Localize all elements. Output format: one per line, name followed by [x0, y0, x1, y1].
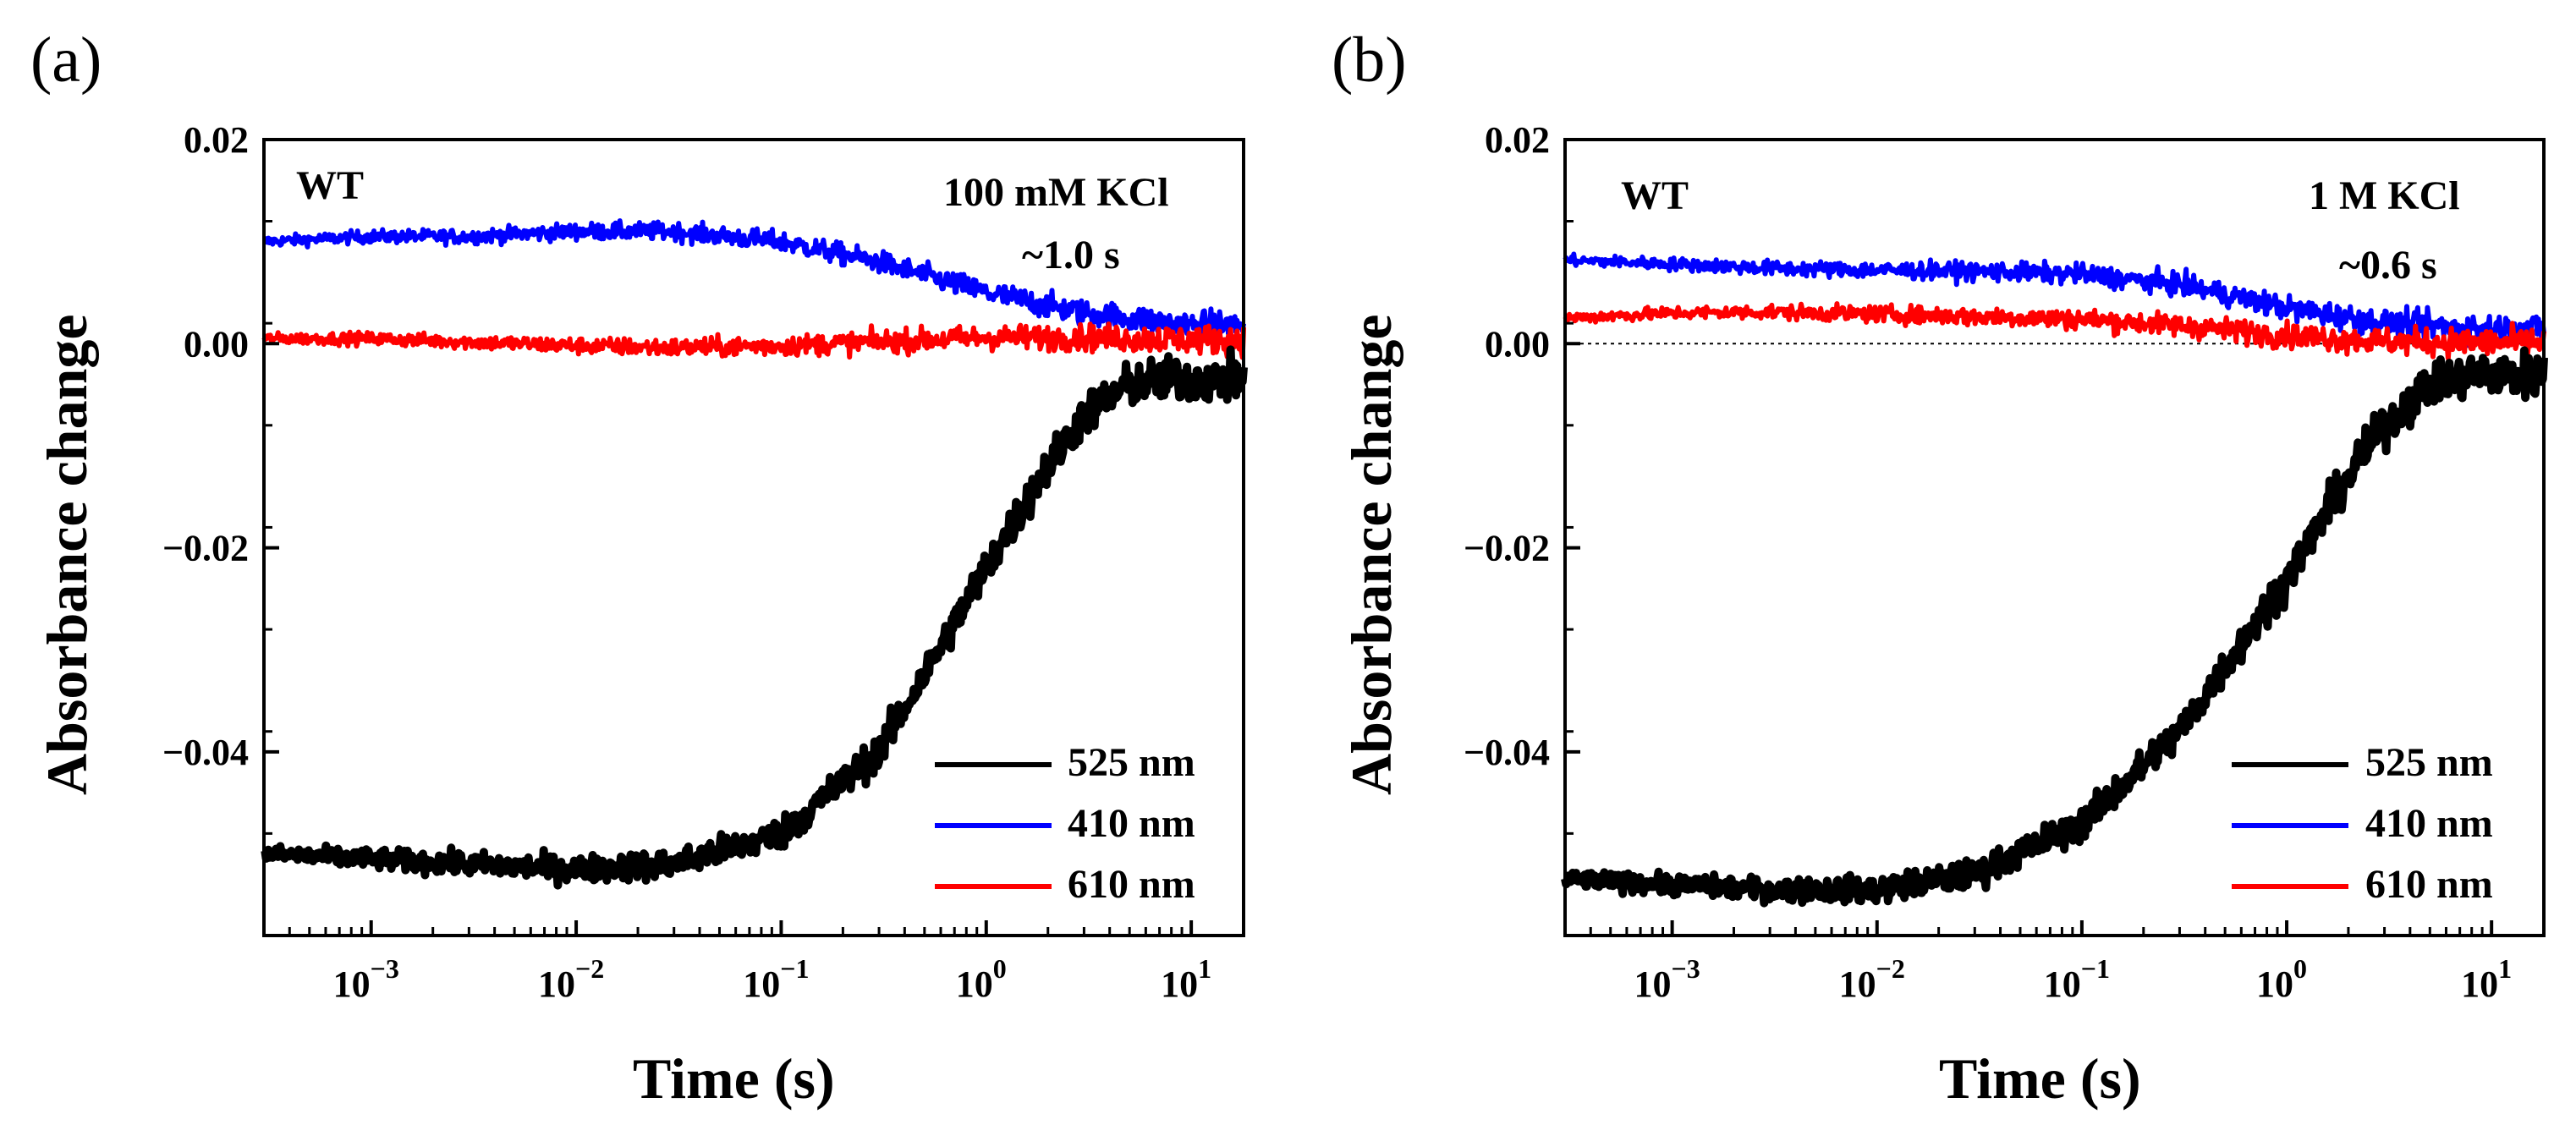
- time-constant-annotation: ~0.6 s: [2339, 243, 2437, 288]
- series-group: [1561, 251, 2548, 908]
- panel-label: (a): [30, 25, 102, 96]
- legend-label-610: 610 nm: [2365, 862, 2493, 907]
- chart-panel-b: 0.02 0.00 −0.02 −0.04 10−3 10−2 10−1 100 101 (b)…: [1288, 0, 2576, 1147]
- legend-line-525: [2232, 762, 2348, 767]
- y-tick-label: 0.00: [1485, 323, 1550, 365]
- series-line-610nm: [1563, 301, 2546, 361]
- series-line-525nm: [1561, 346, 2548, 908]
- y-tick-label: −0.04: [1464, 732, 1550, 773]
- plot-frame: [1563, 138, 2546, 937]
- plot-svg: 0.02 0.00 −0.02 −0.04 10−3 10−2 10−1 100 101: [1464, 119, 2548, 1005]
- y-tick-label: −0.02: [1464, 528, 1550, 569]
- legend-label-410: 410 nm: [1068, 801, 1195, 846]
- series-line-410nm: [262, 218, 1246, 344]
- legend-line-525: [935, 762, 1052, 767]
- time-constant-annotation: ~1.0 s: [1022, 233, 1120, 277]
- x-tick-label: 100: [2256, 953, 2307, 1005]
- panel-label: (b): [1332, 25, 1407, 96]
- legend-line-610: [2232, 884, 2348, 889]
- legend-label-610: 610 nm: [1068, 862, 1195, 907]
- x-tick-label: 101: [1161, 953, 1211, 1005]
- condition-annotation: 1 M KCl: [2309, 173, 2460, 218]
- x-tick-label: 10−2: [1839, 953, 1905, 1005]
- legend-line-610: [935, 884, 1052, 889]
- x-axis-label: Time (s): [633, 1046, 835, 1111]
- x-tick-label: 10−3: [1634, 953, 1700, 1005]
- legend-line-410: [935, 823, 1052, 828]
- y-tick-label: −0.04: [162, 732, 249, 773]
- series-line-525nm: [261, 345, 1248, 890]
- x-tick-label: 101: [2461, 953, 2512, 1005]
- x-tick-label: 100: [956, 953, 1007, 1005]
- sample-annotation: WT: [1621, 173, 1689, 218]
- chart-panel-a: 0.02 0.00 −0.02 −0.04 10−3 10−2 10−1 100 101 (a)…: [30, 25, 1248, 1111]
- plot-svg: 0.02 0.00 −0.02 −0.04 10−3 10−2 10−1 100 101: [162, 119, 1248, 1005]
- plot-frame: [262, 138, 1245, 937]
- y-tick-label: 0.00: [184, 323, 249, 365]
- y-axis-label: Absorbance change: [1339, 314, 1403, 795]
- series-line-410nm: [1563, 251, 2546, 348]
- y-axis-label: Absorbance change: [35, 314, 99, 795]
- x-tick-label: 10−1: [2044, 953, 2110, 1005]
- y-tick-label: 0.02: [1485, 119, 1550, 161]
- legend-label-525: 525 nm: [2365, 740, 2493, 785]
- series-group: [261, 218, 1248, 890]
- x-tick-label: 10−2: [538, 953, 604, 1005]
- x-axis-label: Time (s): [1939, 1046, 2141, 1111]
- x-tick-label: 10−3: [333, 953, 399, 1005]
- legend-line-410: [2232, 823, 2348, 828]
- legend-label-525: 525 nm: [1068, 740, 1195, 785]
- legend-label-410: 410 nm: [2365, 801, 2493, 846]
- condition-annotation: 100 mM KCl: [943, 170, 1169, 215]
- sample-annotation: WT: [296, 163, 365, 208]
- series-line-610nm: [261, 321, 1246, 360]
- x-tick-label: 10−1: [743, 953, 809, 1005]
- y-tick-label: 0.02: [184, 119, 249, 161]
- y-tick-label: −0.02: [162, 528, 249, 569]
